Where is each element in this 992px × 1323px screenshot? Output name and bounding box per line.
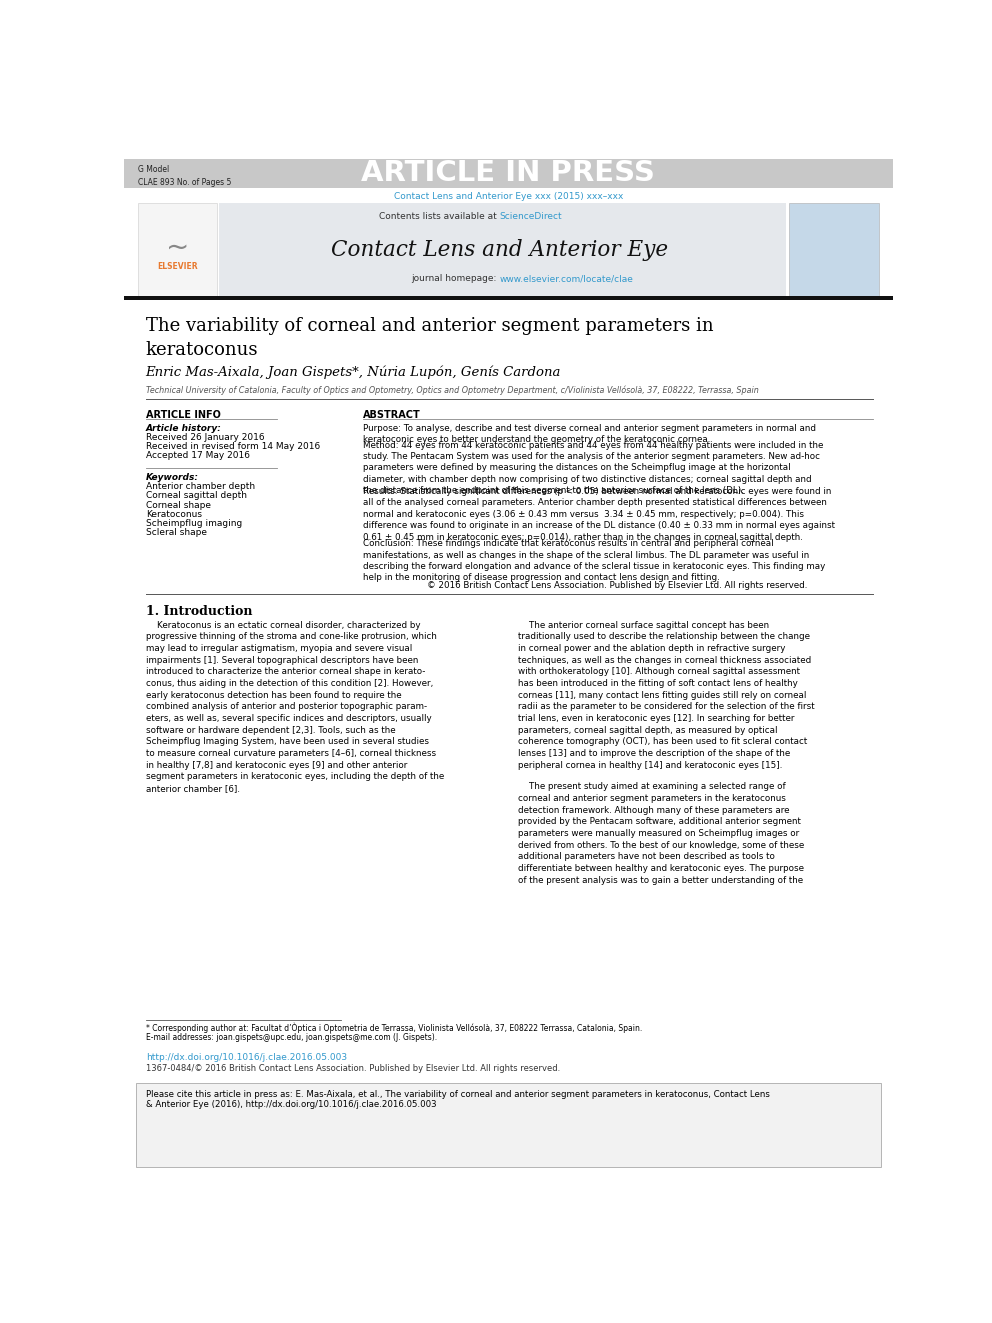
Text: G Model
CLAE 893 No. of Pages 5: G Model CLAE 893 No. of Pages 5 — [138, 165, 231, 187]
Text: Contact Lens and Anterior Eye: Contact Lens and Anterior Eye — [330, 238, 668, 261]
Text: * Corresponding author at: Facultat d’Òptica i Optometria de Terrassa, Violinist: * Corresponding author at: Facultat d’Òp… — [146, 1023, 642, 1033]
Text: 1. Introduction: 1. Introduction — [146, 606, 252, 618]
Text: 1367-0484/© 2016 British Contact Lens Association. Published by Elsevier Ltd. Al: 1367-0484/© 2016 British Contact Lens As… — [146, 1064, 559, 1073]
Text: Contact Lens and Anterior Eye xxx (2015) xxx–xxx: Contact Lens and Anterior Eye xxx (2015)… — [394, 192, 623, 201]
Text: Purpose: To analyse, describe and test diverse corneal and anterior segment para: Purpose: To analyse, describe and test d… — [363, 423, 815, 445]
Text: Corneal shape: Corneal shape — [146, 500, 210, 509]
Text: http://dx.doi.org/10.1016/j.clae.2016.05.003: http://dx.doi.org/10.1016/j.clae.2016.05… — [146, 1053, 347, 1062]
Text: © 2016 British Contact Lens Association. Published by Elsevier Ltd. All rights r: © 2016 British Contact Lens Association.… — [428, 581, 807, 590]
Text: ScienceDirect: ScienceDirect — [499, 212, 561, 221]
Text: Technical University of Catalonia, Faculty of Optics and Optometry, Optics and O: Technical University of Catalonia, Facul… — [146, 385, 759, 394]
Text: ELSEVIER: ELSEVIER — [157, 262, 197, 271]
Text: www.elsevier.com/locate/clae: www.elsevier.com/locate/clae — [499, 274, 633, 283]
Text: Method: 44 eyes from 44 keratoconic patients and 44 eyes from 44 healthy patient: Method: 44 eyes from 44 keratoconic pati… — [363, 441, 823, 495]
Text: Anterior chamber depth: Anterior chamber depth — [146, 482, 255, 491]
Text: journal homepage:: journal homepage: — [411, 274, 499, 283]
Text: Corneal sagittal depth: Corneal sagittal depth — [146, 491, 247, 500]
Text: Results: Statistically significant differences (p < 0.05) between normal and ker: Results: Statistically significant diffe… — [363, 487, 834, 541]
Text: E-mail addresses: joan.gispets@upc.edu, joan.gispets@me.com (J. Gispets).: E-mail addresses: joan.gispets@upc.edu, … — [146, 1033, 436, 1043]
Text: Received 26 January 2016: Received 26 January 2016 — [146, 433, 264, 442]
Text: Scleral shape: Scleral shape — [146, 528, 206, 537]
Text: The anterior corneal surface sagittal concept has been
traditionally used to des: The anterior corneal surface sagittal co… — [518, 620, 814, 770]
Text: ARTICLE IN PRESS: ARTICLE IN PRESS — [361, 159, 656, 188]
Text: Article history:: Article history: — [146, 423, 221, 433]
Text: Accepted 17 May 2016: Accepted 17 May 2016 — [146, 451, 250, 460]
Text: Please cite this article in press as: E. Mas-Aixala, et al., The variability of : Please cite this article in press as: E.… — [146, 1090, 770, 1099]
Bar — [218, 204, 786, 296]
Bar — [789, 204, 879, 296]
Text: Contents lists available at: Contents lists available at — [379, 212, 499, 221]
Text: Enric Mas-Aixala, Joan Gispets*, Núria Lupón, Genís Cardona: Enric Mas-Aixala, Joan Gispets*, Núria L… — [146, 365, 561, 378]
Bar — [124, 159, 893, 188]
Bar — [136, 1082, 881, 1167]
Bar — [138, 204, 217, 296]
Text: The variability of corneal and anterior segment parameters in
keratoconus: The variability of corneal and anterior … — [146, 316, 713, 359]
Text: Received in revised form 14 May 2016: Received in revised form 14 May 2016 — [146, 442, 320, 451]
Text: ARTICLE INFO: ARTICLE INFO — [146, 410, 220, 419]
Text: ABSTRACT: ABSTRACT — [363, 410, 421, 419]
Text: ~: ~ — [166, 233, 189, 262]
Text: & Anterior Eye (2016), http://dx.doi.org/10.1016/j.clae.2016.05.003: & Anterior Eye (2016), http://dx.doi.org… — [146, 1099, 436, 1109]
Text: Keratoconus is an ectatic corneal disorder, characterized by
progressive thinnin: Keratoconus is an ectatic corneal disord… — [146, 620, 444, 792]
Text: The present study aimed at examining a selected range of
corneal and anterior se: The present study aimed at examining a s… — [518, 782, 804, 885]
Text: Scheimpflug imaging: Scheimpflug imaging — [146, 519, 242, 528]
Text: Conclusion: These findings indicate that keratoconus results in central and peri: Conclusion: These findings indicate that… — [363, 540, 825, 582]
Bar — [124, 296, 893, 300]
Text: Keywords:: Keywords: — [146, 472, 198, 482]
Text: Keratoconus: Keratoconus — [146, 509, 201, 519]
